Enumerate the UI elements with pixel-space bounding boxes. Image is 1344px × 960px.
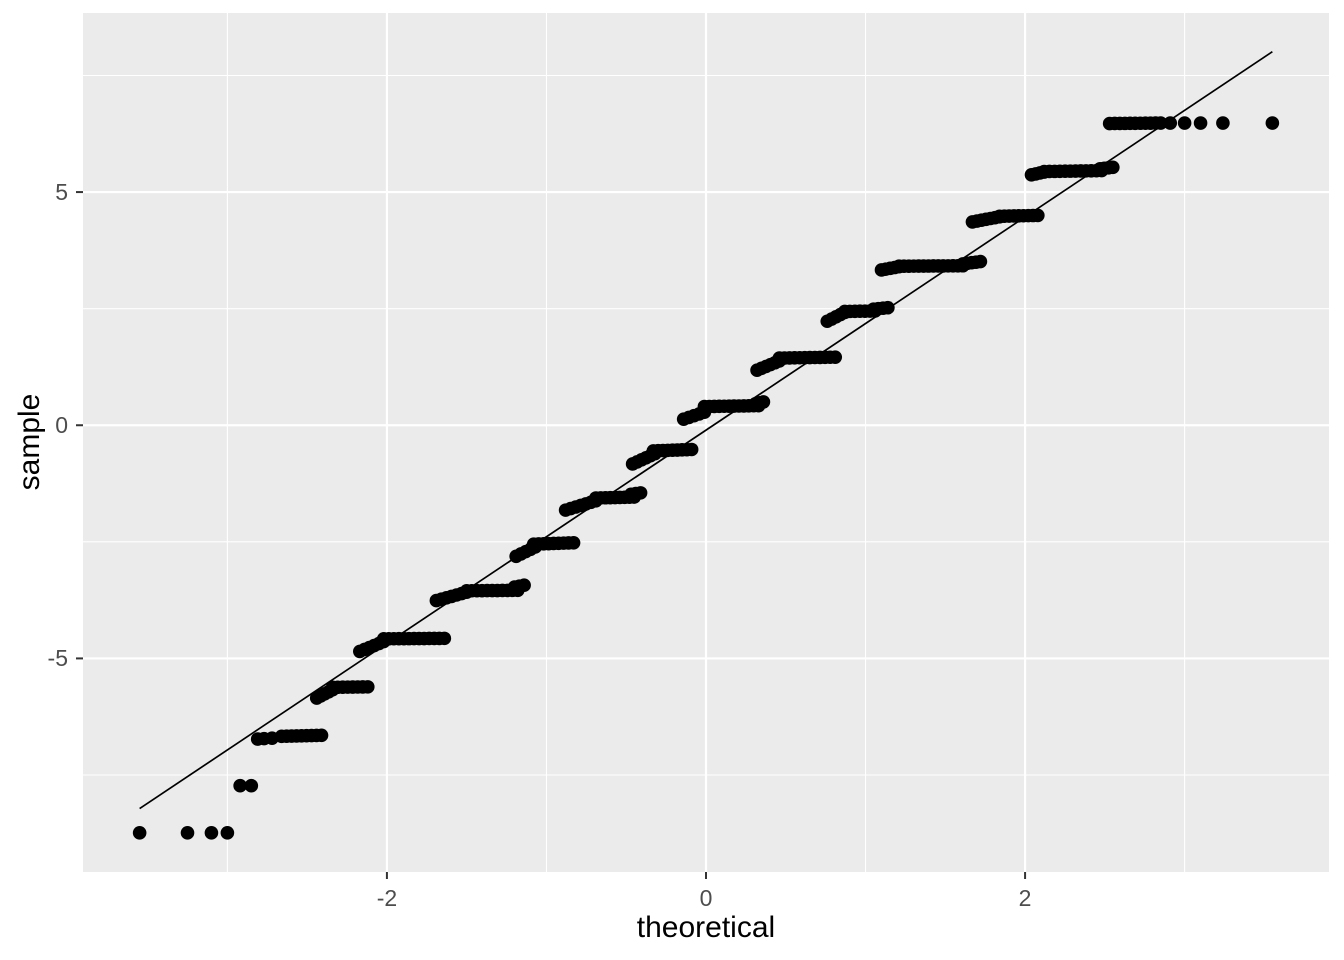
x-tick-label: 2: [1018, 885, 1032, 911]
y-axis-title: sample: [13, 393, 46, 491]
data-point: [1153, 116, 1168, 130]
data-point: [566, 535, 581, 550]
x-tick-label: 0: [699, 885, 713, 911]
data-point: [633, 486, 648, 500]
data-point: [132, 826, 147, 840]
data-point: [204, 826, 219, 840]
data-point: [1031, 208, 1045, 223]
data-point: [1163, 116, 1178, 130]
y-tick-label: 0: [55, 412, 68, 439]
data-point: [1106, 160, 1120, 175]
data-point: [233, 778, 247, 793]
data-point: [881, 300, 895, 315]
data-point: [314, 728, 329, 743]
y-tick-label: -5: [47, 645, 68, 672]
data-point: [1265, 116, 1280, 130]
data-point: [1193, 116, 1208, 130]
data-point: [973, 254, 988, 269]
data-point: [360, 680, 375, 694]
data-point: [1177, 116, 1192, 130]
data-point: [1216, 116, 1230, 130]
x-tick-label: -2: [376, 885, 398, 911]
data-point: [517, 578, 531, 593]
data-point: [244, 778, 259, 793]
data-point: [684, 442, 699, 457]
data-point: [220, 826, 235, 840]
y-tick-label: 5: [55, 179, 68, 206]
data-point: [265, 731, 279, 745]
x-axis-title: theoretical: [636, 911, 776, 944]
data-point: [828, 350, 843, 364]
data-point: [756, 395, 771, 409]
data-point: [180, 826, 195, 840]
data-point: [437, 631, 452, 646]
